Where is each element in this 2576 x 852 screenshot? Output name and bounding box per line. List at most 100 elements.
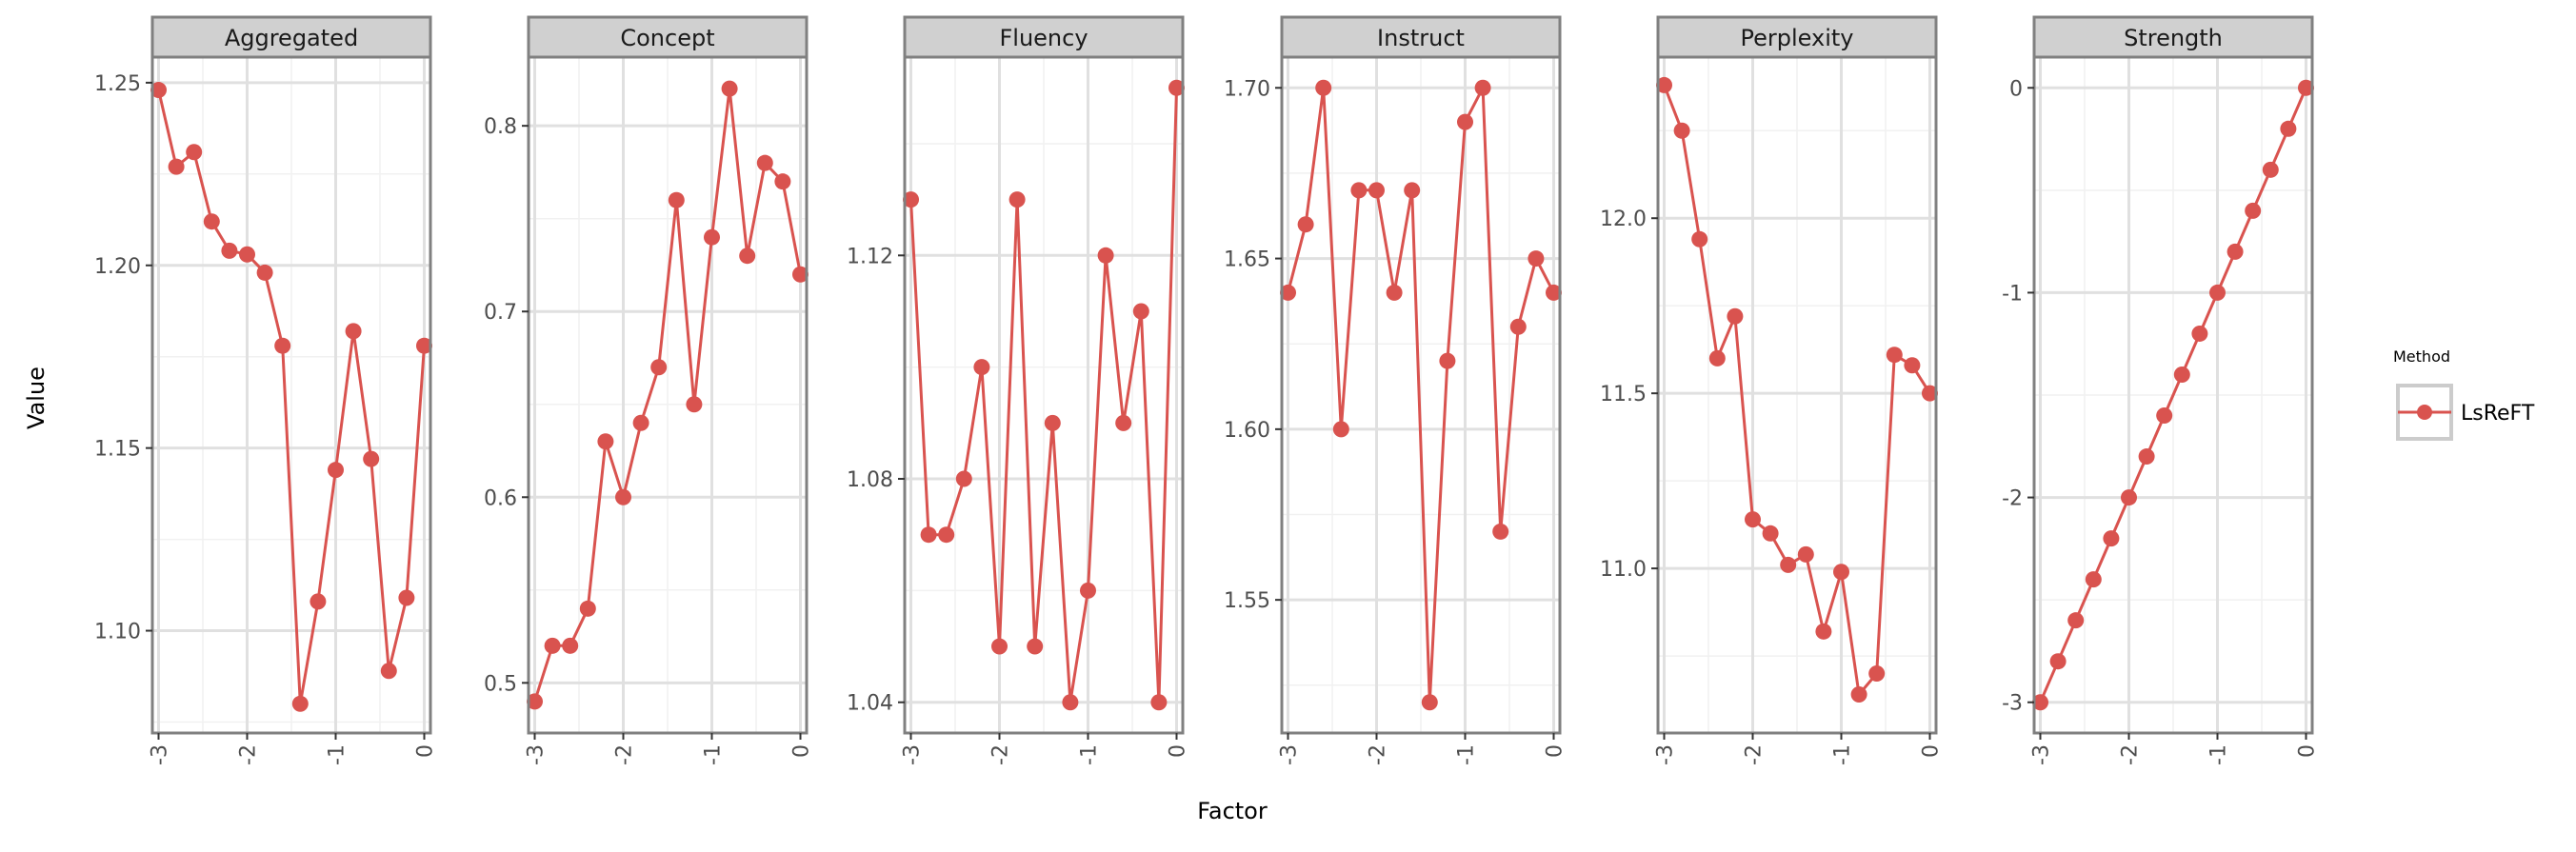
data-point: [1044, 414, 1061, 431]
data-point: [527, 693, 544, 710]
data-point: [938, 526, 955, 544]
x-tick-label: -3: [901, 744, 925, 765]
y-tick-label: -1: [2002, 282, 2023, 306]
data-point: [774, 173, 791, 190]
y-tick-label: 11.0: [1600, 558, 1647, 582]
x-tick-label: 0: [1543, 744, 1567, 758]
data-point: [1474, 79, 1491, 96]
data-point: [1115, 414, 1132, 431]
data-point: [1673, 122, 1690, 139]
data-point: [221, 242, 238, 259]
x-tick-label: -1: [2207, 744, 2230, 765]
y-tick-label: 11.5: [1600, 383, 1647, 406]
facet-title: Perplexity: [1741, 25, 1854, 51]
data-point: [1456, 113, 1473, 130]
data-point: [1079, 582, 1096, 599]
y-tick-label: 1.20: [94, 255, 141, 279]
x-tick-label: -1: [1454, 744, 1478, 765]
data-point: [1780, 556, 1797, 573]
data-point: [168, 158, 185, 175]
data-point: [2032, 694, 2049, 711]
data-point: [380, 663, 397, 680]
y-tick-label: 1.12: [847, 245, 893, 268]
data-point: [1708, 349, 1726, 367]
data-point: [2245, 202, 2262, 219]
y-tick-label: 1.04: [847, 692, 893, 716]
data-point: [1492, 523, 1509, 540]
x-axis-title: Factor: [1197, 798, 1268, 824]
data-point: [791, 266, 809, 283]
data-point: [1150, 694, 1168, 711]
panel-concept: Concept 0.5 0.6 0.7 0.8 -3 -2 -1 0: [484, 15, 813, 765]
data-point: [2156, 407, 2173, 425]
x-tick-label: -2: [1367, 744, 1390, 765]
y-tick-label: 12.0: [1600, 208, 1647, 231]
facet-strip: [903, 15, 1185, 59]
data-point: [1745, 511, 1762, 528]
x-tick-label: -1: [701, 744, 725, 765]
data-point: [398, 589, 415, 606]
data-point: [955, 470, 972, 487]
data-point: [1528, 250, 1545, 267]
x-tick-label: -2: [237, 744, 261, 765]
data-point: [1691, 230, 1708, 248]
facet-strip: [2032, 15, 2314, 59]
y-tick-label: -2: [2002, 487, 2023, 511]
data-point: [1168, 79, 1185, 96]
y-tick-label: 0: [2009, 77, 2023, 101]
data-point: [1297, 216, 1314, 233]
series-line-lsreft: [533, 87, 802, 703]
data-point: [186, 144, 203, 161]
facet-title: Concept: [620, 25, 714, 51]
data-point: [203, 213, 220, 230]
series-line-lsreft: [157, 89, 426, 705]
series-line-lsreft: [1287, 86, 1555, 704]
data-point: [668, 191, 685, 208]
data-point: [2262, 161, 2279, 178]
data-point: [562, 637, 579, 654]
data-point: [1509, 318, 1527, 335]
data-point: [1904, 357, 1921, 374]
legend-key-point: [2417, 405, 2432, 420]
data-point: [2280, 120, 2297, 137]
data-point: [615, 488, 632, 505]
data-point: [1097, 247, 1114, 264]
x-tick-label: 0: [1919, 744, 1943, 758]
data-point: [1832, 564, 1849, 581]
series-line-lsreft: [2039, 87, 2307, 703]
y-tick-label: 1.10: [94, 621, 141, 644]
y-tick-label: 1.08: [847, 468, 893, 492]
data-point: [1350, 182, 1368, 199]
data-point: [920, 526, 937, 544]
data-point: [327, 462, 344, 479]
data-point: [291, 695, 309, 712]
y-tick-label: 0.6: [484, 486, 517, 510]
x-tick-label: 0: [413, 744, 437, 758]
data-point: [703, 228, 720, 246]
data-point: [150, 82, 168, 99]
facet-strip: [150, 15, 432, 59]
data-point: [1062, 694, 1079, 711]
panel-instruct: Instruct 1.55 1.60 1.65 1.70 -3 -2 -1 0: [1224, 15, 1567, 765]
data-point: [2085, 571, 2102, 588]
series-line-lsreft: [1663, 84, 1931, 696]
x-tick-label: -2: [989, 744, 1013, 765]
y-tick-label: 0.8: [484, 115, 517, 139]
data-point: [345, 323, 362, 340]
facet-strip: [527, 15, 809, 59]
data-point: [597, 433, 614, 450]
data-point: [1404, 182, 1421, 199]
data-point: [2297, 79, 2314, 96]
y-tick-label: 1.70: [1224, 77, 1270, 101]
facet-strip: [1656, 15, 1938, 59]
data-point: [239, 246, 256, 263]
data-point: [1439, 352, 1456, 369]
data-point: [632, 414, 649, 431]
data-point: [991, 638, 1008, 655]
y-tick-label: 0.5: [484, 672, 517, 696]
data-point: [1027, 638, 1044, 655]
data-point: [1421, 694, 1438, 711]
panel-aggregated: Aggregated 1.10 1.15 1.20 1.25 -3 -2 -1 0: [94, 15, 437, 765]
data-point: [721, 80, 738, 97]
